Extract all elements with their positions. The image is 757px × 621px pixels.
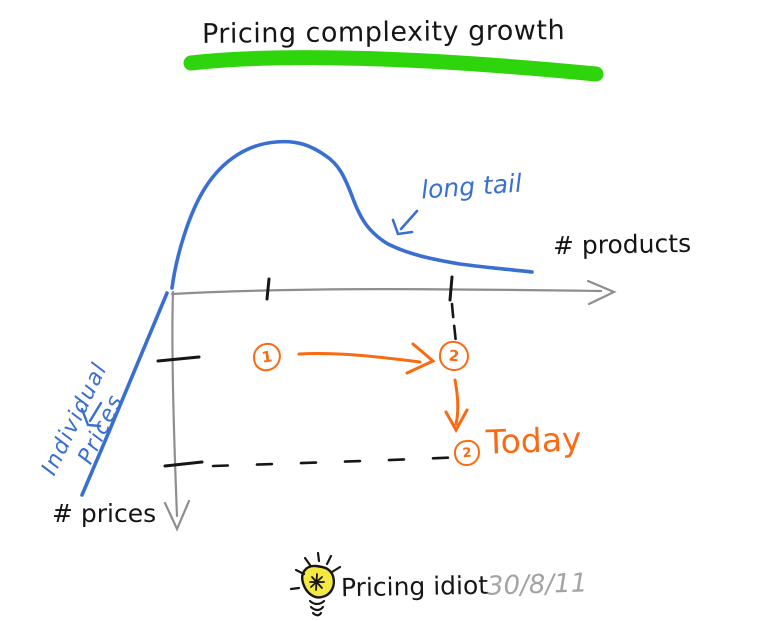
long-tail-curve: [170, 139, 534, 290]
point-2-number: 2: [447, 346, 461, 366]
footer-date: 30/8/11: [486, 568, 588, 602]
individual-prices-arrow-icon: [80, 401, 103, 428]
lightbulb-icon: [289, 551, 342, 617]
footer-brand: Pricing idiot: [340, 570, 489, 603]
arrow-2-down-icon: [444, 378, 469, 434]
page-title: Pricing complexity growth: [201, 15, 566, 50]
title-highlight-stroke: [183, 50, 604, 82]
y-axis: [163, 290, 191, 532]
dashed-projection-lines: [211, 302, 465, 468]
y-axis-label: # prices: [52, 499, 157, 528]
point-2-today-number: 2: [461, 445, 473, 461]
individual-prices-line: [80, 291, 169, 497]
arrow-1-to-2-icon: [297, 342, 436, 375]
long-tail-arrow-icon: [391, 209, 419, 236]
axis-ticks: [156, 275, 454, 468]
x-axis-label: # products: [552, 228, 692, 261]
point-1-number: 1: [260, 347, 274, 367]
x-axis: [170, 279, 617, 306]
today-label: Today: [485, 419, 583, 462]
